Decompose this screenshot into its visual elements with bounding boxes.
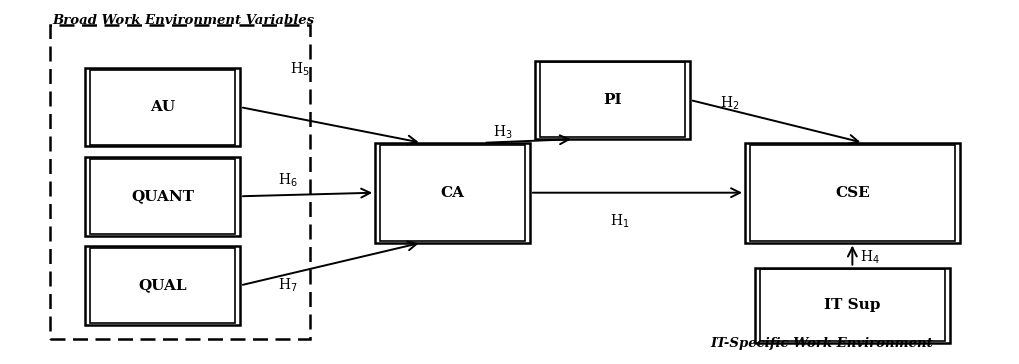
Text: IT-Specific Work Environment: IT-Specific Work Environment: [709, 337, 931, 351]
Bar: [754, 268, 949, 343]
Bar: [90, 248, 234, 323]
Bar: [539, 63, 685, 137]
Text: Broad Work Environment Variables: Broad Work Environment Variables: [52, 14, 314, 27]
Text: H$_6$: H$_6$: [278, 171, 298, 189]
Text: H$_2$: H$_2$: [719, 95, 739, 112]
Text: H$_5$: H$_5$: [290, 61, 310, 78]
Text: IT Sup: IT Sup: [823, 298, 879, 312]
Text: PI: PI: [602, 93, 622, 107]
Bar: [50, 25, 310, 339]
Bar: [375, 143, 530, 243]
Bar: [86, 68, 239, 146]
Text: H$_1$: H$_1$: [609, 213, 629, 230]
Bar: [90, 159, 234, 234]
Text: H$_7$: H$_7$: [278, 277, 298, 294]
Bar: [86, 246, 239, 325]
Text: QUANT: QUANT: [131, 189, 194, 203]
Text: CA: CA: [440, 186, 464, 200]
Bar: [749, 145, 954, 241]
Text: H$_3$: H$_3$: [493, 123, 513, 141]
Text: QUAL: QUAL: [139, 278, 186, 292]
Bar: [90, 70, 234, 145]
Text: H$_4$: H$_4$: [859, 248, 879, 266]
Text: CSE: CSE: [835, 186, 869, 200]
Bar: [535, 61, 689, 139]
Bar: [86, 157, 239, 236]
Text: AU: AU: [150, 100, 175, 114]
Bar: [759, 269, 944, 341]
Bar: [744, 143, 959, 243]
Bar: [380, 145, 525, 241]
